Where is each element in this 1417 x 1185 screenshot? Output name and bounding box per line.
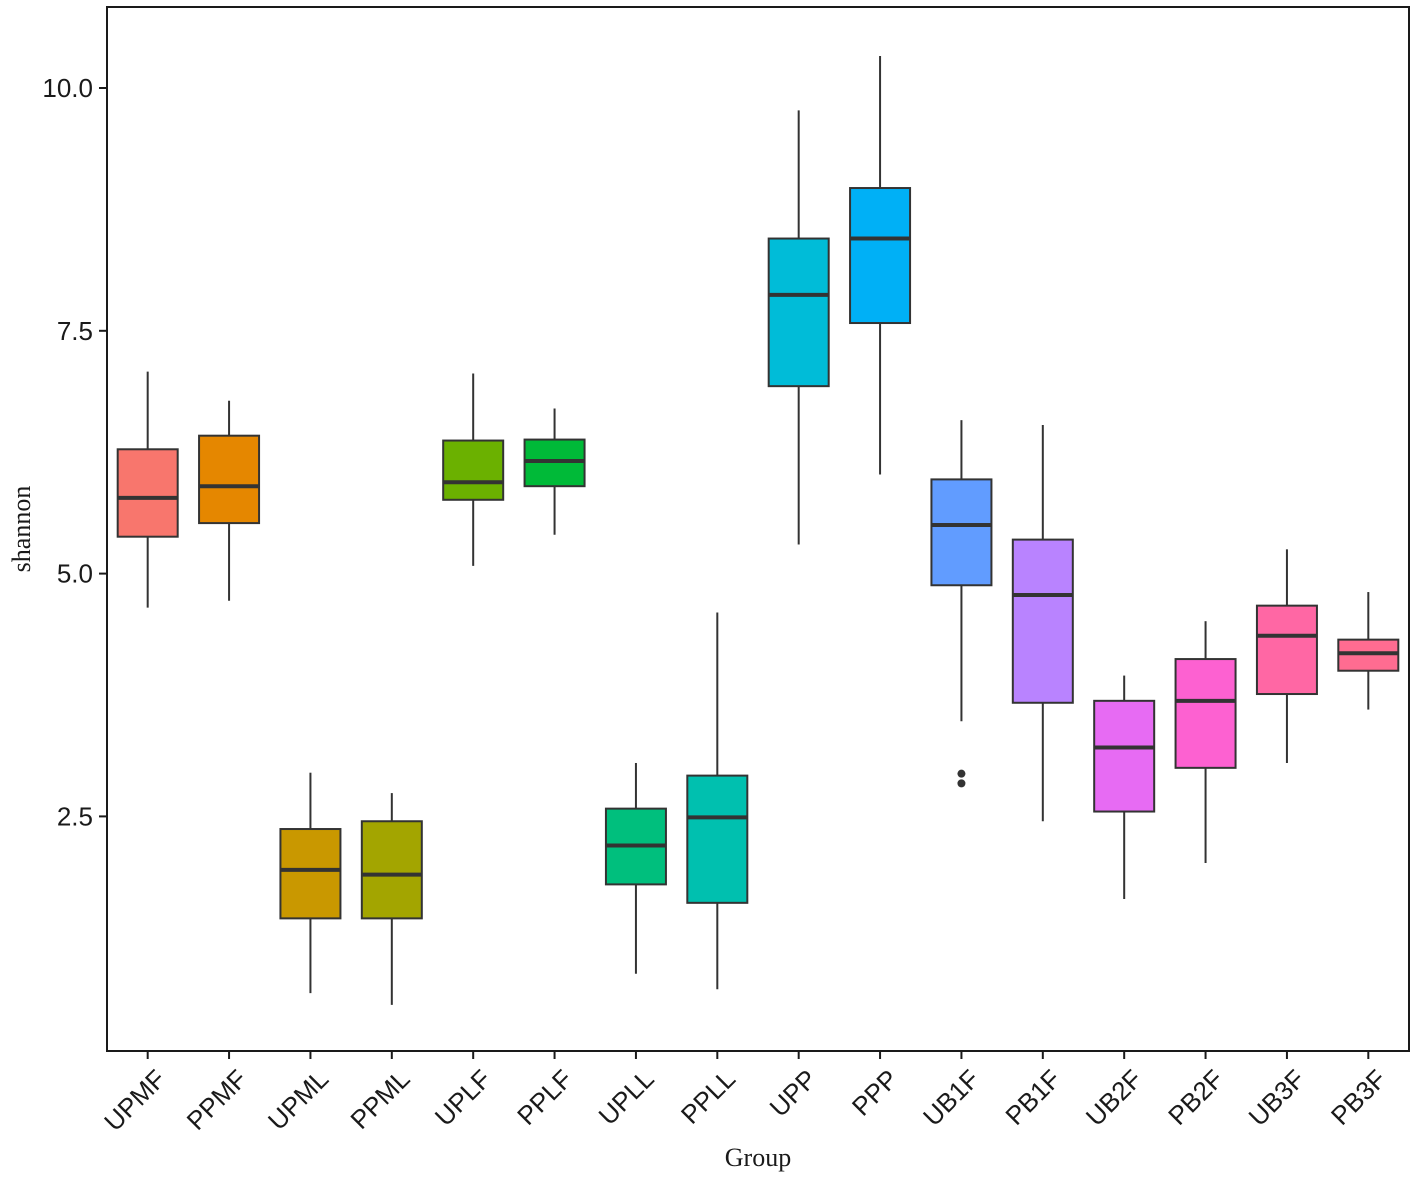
x-axis-title: Group (725, 1143, 791, 1172)
y-axis: 2.5 5.0 7.5 10.0 (42, 73, 107, 831)
box-ppll (686, 612, 749, 990)
outlier-point (957, 769, 966, 778)
box-series (116, 55, 1400, 1005)
y-axis-title: shannon (7, 486, 36, 573)
x-tick-label: PB1F (999, 1064, 1066, 1131)
x-tick-label: PPLF (511, 1064, 578, 1131)
x-tick-label: UB1F (917, 1064, 985, 1132)
box-body (1011, 538, 1074, 704)
box-ub1f (930, 420, 993, 788)
x-tick-label: UPMF (98, 1064, 171, 1137)
outlier-point (957, 779, 966, 788)
box-body (442, 439, 505, 501)
box-uplf (442, 373, 505, 566)
x-tick-label: UB3F (1243, 1064, 1311, 1132)
x-tick-label: PPLL (675, 1064, 741, 1130)
x-axis: UPMF PPMF UPML PPML UPLF PPLF UPLL PPLL UPP PPP UB… (98, 1051, 1392, 1137)
box-upp (767, 110, 830, 545)
box-body (1255, 604, 1318, 696)
x-tick-label: UPLL (593, 1064, 660, 1131)
box-ub3f (1255, 549, 1318, 763)
x-tick-label: PPMF (181, 1064, 253, 1136)
x-tick-label: UPML (262, 1064, 334, 1136)
box-body (930, 478, 993, 587)
box-body (849, 187, 912, 325)
x-tick-label: PB3F (1325, 1064, 1392, 1131)
box-ppml (360, 793, 423, 1005)
box-body (360, 820, 423, 920)
box-body (767, 237, 830, 388)
box-ub2f (1093, 675, 1156, 899)
y-tick-label: 5.0 (57, 559, 93, 589)
x-tick-label: PPP (846, 1064, 904, 1122)
box-body (116, 448, 179, 538)
box-body (1093, 699, 1156, 813)
y-tick-label: 10.0 (42, 73, 93, 103)
box-ppmf (198, 400, 261, 601)
box-ppp (849, 55, 912, 475)
y-tick-label: 2.5 (57, 801, 93, 831)
box-upmf (116, 371, 179, 608)
box-body (279, 828, 342, 920)
box-body (1174, 658, 1237, 769)
x-tick-label: UB2F (1080, 1064, 1148, 1132)
x-tick-label: PPML (344, 1064, 415, 1135)
box-upml (279, 772, 342, 994)
y-tick-label: 7.5 (57, 316, 93, 346)
x-tick-label: UPLF (429, 1064, 497, 1132)
box-pb1f (1011, 425, 1074, 822)
box-body (198, 434, 261, 525)
box-body (686, 774, 749, 904)
box-pb2f (1174, 621, 1237, 864)
box-upll (604, 762, 667, 974)
x-tick-label: UPP (763, 1064, 822, 1123)
x-tick-label: PB2F (1162, 1064, 1229, 1131)
box-pplf (523, 408, 586, 535)
box-pb3f (1337, 592, 1400, 710)
